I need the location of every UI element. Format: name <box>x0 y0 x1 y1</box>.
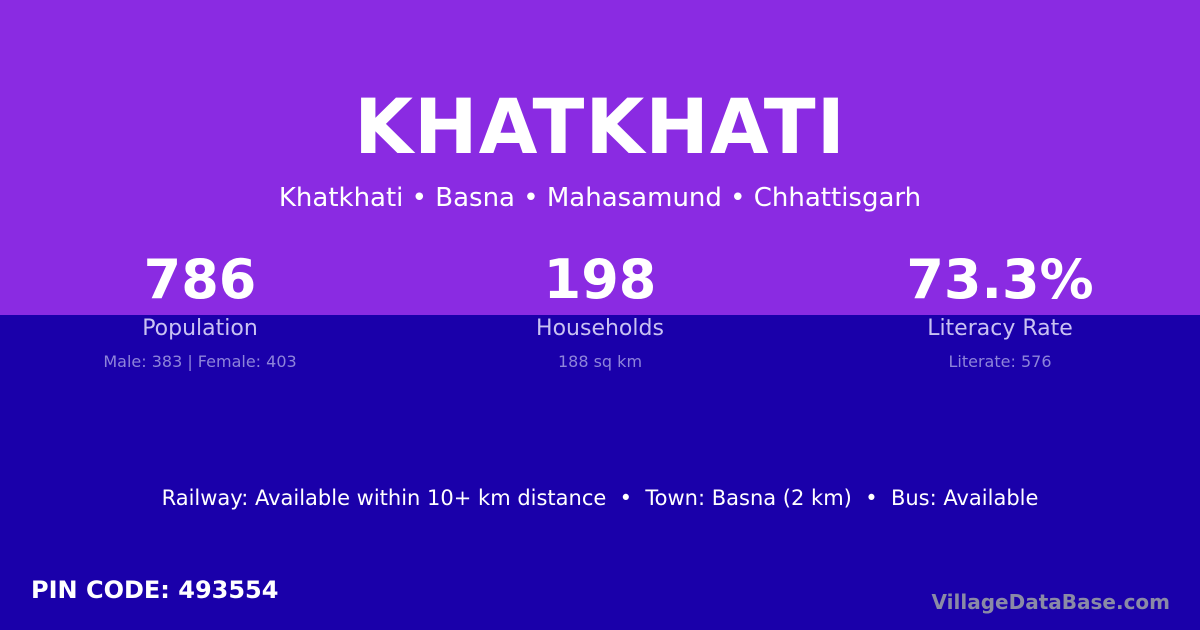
stat-sub: Literate: 576 <box>948 352 1052 371</box>
stat-value: 73.3% <box>906 248 1094 311</box>
stat-population: 786 Population Male: 383 | Female: 403 <box>0 248 400 371</box>
stat-label: Households <box>536 316 664 341</box>
stat-value: 786 <box>143 248 257 311</box>
brand-logo: VillageDataBase.com <box>931 590 1170 614</box>
stat-households: 198 Households 188 sq km <box>400 248 800 371</box>
pin-code: PIN CODE: 493554 <box>31 576 279 604</box>
stat-literacy: 73.3% Literacy Rate Literate: 576 <box>800 248 1200 371</box>
stat-value: 198 <box>543 248 657 311</box>
stat-label: Population <box>142 316 258 341</box>
facilities-line: Railway: Available within 10+ km distanc… <box>161 486 1039 510</box>
village-title: KHATKHATI <box>354 82 846 171</box>
stat-label: Literacy Rate <box>927 316 1073 341</box>
stat-sub: Male: 383 | Female: 403 <box>103 352 297 371</box>
header-band <box>0 0 1200 315</box>
breadcrumb: Khatkhati • Basna • Mahasamund • Chhatti… <box>278 183 922 213</box>
stat-sub: 188 sq km <box>557 352 643 371</box>
